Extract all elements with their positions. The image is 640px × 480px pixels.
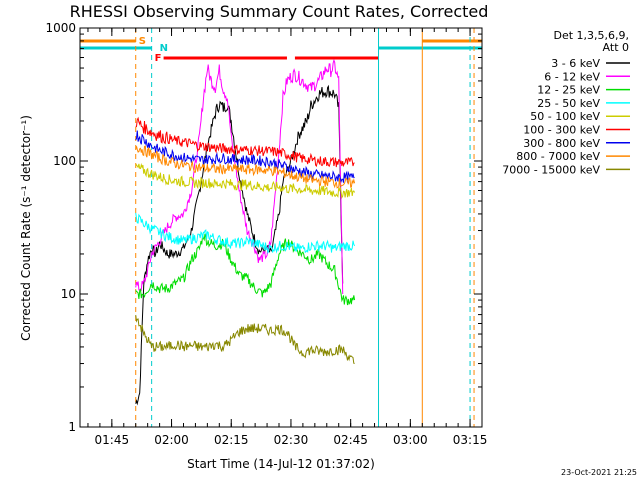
series-layer [135, 58, 356, 406]
y-tick-label: 1000 [45, 21, 76, 35]
series-line [135, 58, 344, 295]
legend-label: 100 - 300 keV [523, 124, 600, 137]
y-tick-label: 100 [53, 154, 76, 168]
x-tick-label: 02:15 [214, 433, 249, 447]
annotation-label: N [160, 43, 168, 54]
legend-label: 800 - 7000 keV [516, 150, 600, 163]
series-line [135, 116, 355, 168]
y-axis-label: Corrected Count Rate (s⁻¹ detector⁻¹) [19, 115, 33, 341]
y-axis: 1 10 100 1000 [45, 21, 482, 434]
series-line [135, 162, 356, 199]
annotation-label: F [155, 53, 162, 64]
legend-label: 25 - 50 keV [537, 97, 600, 110]
annotation-label: S [139, 36, 146, 47]
x-tick-label: 03:15 [453, 433, 488, 447]
x-tick-label: 03:00 [393, 433, 428, 447]
x-tick-label: 02:00 [154, 433, 189, 447]
annotation-layer: S NF [139, 36, 168, 64]
series-line [135, 212, 356, 255]
legend-header-line-2: Att 0 [603, 41, 629, 54]
plot-frame [79, 27, 483, 428]
legend-label: 3 - 6 keV [551, 57, 600, 70]
legend-header-line-1: Det 1,3,5,6,9, [553, 29, 629, 42]
x-axis: 01:45 02:00 02:15 02:30 02:45 03:00 03:15 [87, 28, 488, 447]
series-line [135, 314, 355, 364]
footer-date: 23-Oct-2021 21:25 [561, 468, 637, 477]
legend-label: 300 - 800 keV [523, 137, 600, 150]
x-axis-label: Start Time (14-Jul-12 01:37:02) [187, 457, 375, 471]
legend-label: 6 - 12 keV [544, 70, 600, 83]
series-line [135, 84, 344, 406]
legend-label: 12 - 25 keV [537, 84, 600, 97]
series-line [135, 130, 355, 183]
x-tick-label: 02:30 [274, 433, 309, 447]
series-line [135, 145, 356, 189]
y-tick-label: 10 [61, 287, 76, 301]
x-tick-label: 01:45 [95, 433, 130, 447]
chart-title: RHESSI Observing Summary Count Rates, Co… [70, 2, 489, 21]
legend-label: 7000 - 15000 keV [502, 163, 600, 176]
legend-label: 50 - 100 keV [530, 110, 600, 123]
y-tick-label: 1 [68, 420, 76, 434]
x-tick-label: 02:45 [333, 433, 368, 447]
